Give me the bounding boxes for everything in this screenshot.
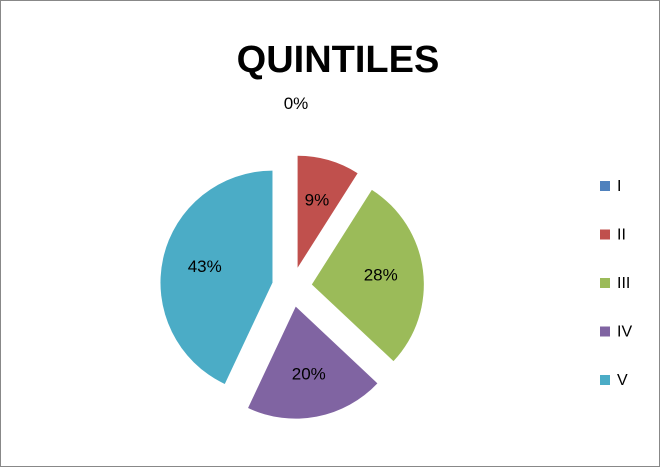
legend-swatch (600, 278, 610, 288)
legend-swatch (600, 181, 610, 191)
legend-label: I (617, 178, 621, 195)
data-label: 20% (292, 364, 326, 383)
pie-slice (297, 155, 358, 268)
data-label: 43% (188, 257, 222, 276)
legend-label: V (617, 372, 628, 389)
legend-label: II (617, 227, 626, 244)
data-label: 9% (305, 191, 330, 210)
legend-swatch (600, 229, 610, 240)
legend-label: IV (617, 324, 632, 341)
legend-swatch (600, 326, 610, 337)
chart-title: QUINTILES (237, 39, 440, 81)
pie-slice (160, 170, 273, 384)
data-label: 28% (364, 265, 398, 284)
legend-swatch (600, 375, 610, 385)
pie-slice (248, 306, 378, 419)
legend-label: III (617, 275, 630, 292)
pie-slice (311, 189, 424, 362)
data-label: 0% (284, 94, 309, 113)
